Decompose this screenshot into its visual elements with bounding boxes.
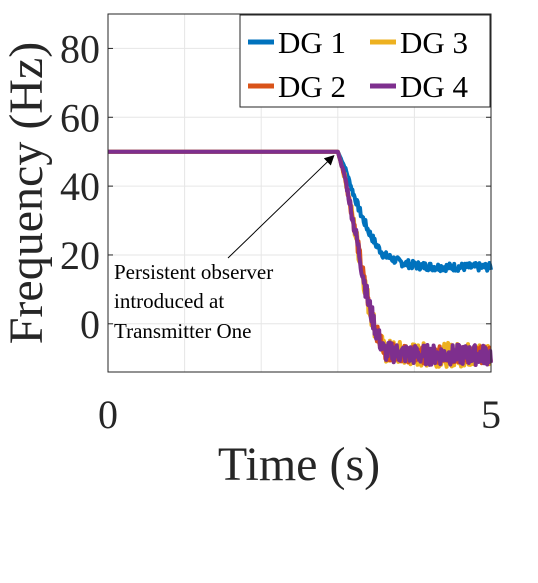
annotation-arrow (227, 154, 335, 259)
series-lines (106, 149, 493, 369)
legend-label-dg1: DG 1 (278, 25, 346, 60)
legend: DG 1 DG 3 DG 2 DG 4 (239, 14, 491, 108)
y-tick-labels: 0 20 40 60 80 (60, 26, 100, 346)
axis-ticks (107, 47, 492, 372)
x-tick-label: 5 (481, 392, 501, 437)
legend-label-dg2: DG 2 (278, 69, 346, 104)
legend-box (239, 14, 491, 108)
series-line-dg4 (106, 149, 493, 367)
y-tick-label: 80 (60, 26, 100, 71)
x-axis-title: Time (s) (218, 438, 380, 491)
y-tick-label: 0 (80, 302, 100, 347)
legend-label-dg3: DG 3 (400, 25, 468, 60)
legend-label-dg4: DG 4 (400, 69, 469, 104)
y-tick-label: 40 (60, 164, 100, 209)
x-tick-label: 0 (98, 392, 118, 437)
annotation-line-1: Persistent observer (114, 260, 273, 284)
annotation-line-2: introduced at (114, 289, 224, 313)
y-tick-label: 20 (60, 233, 100, 278)
y-axis-title: Frequency (Hz) (0, 42, 53, 345)
annotation-line-3: Transmitter One (114, 319, 251, 343)
plot-frame (107, 13, 492, 373)
y-tick-label: 60 (60, 95, 100, 140)
